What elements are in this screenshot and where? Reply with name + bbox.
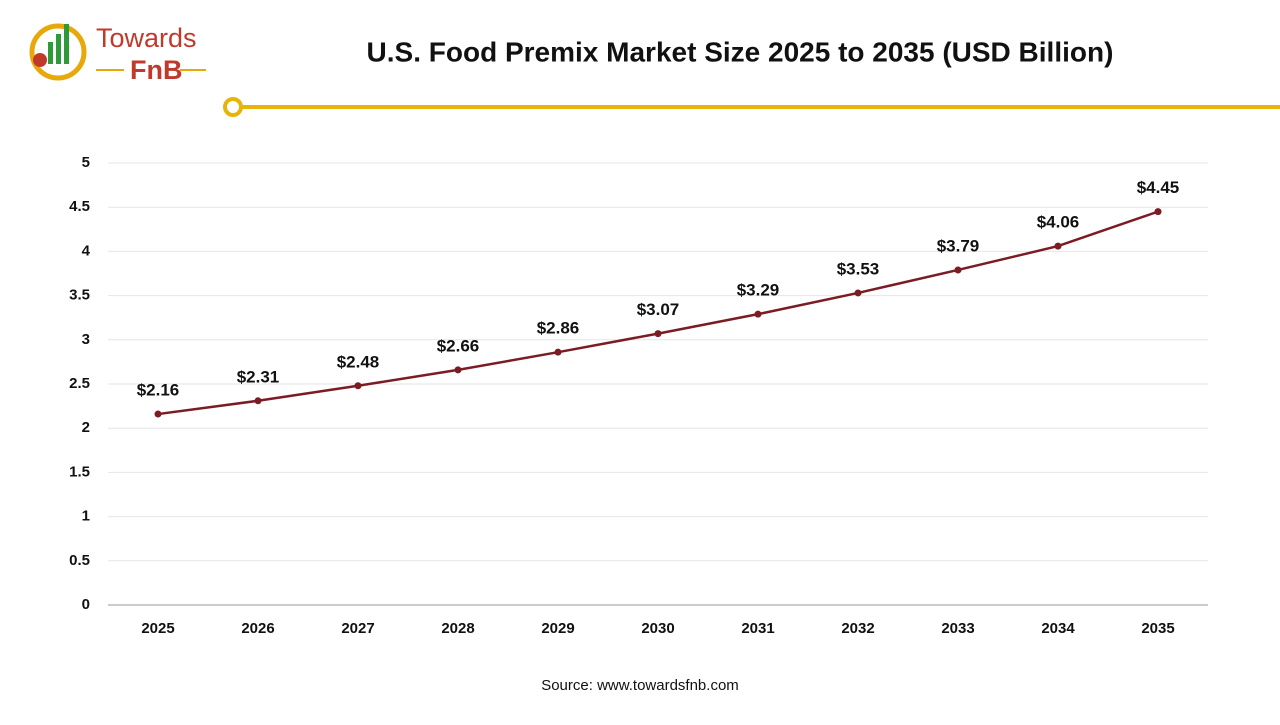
marker <box>454 366 462 374</box>
marker <box>854 289 862 297</box>
y-tick-label: 0.5 <box>69 552 90 569</box>
y-tick-label: 1 <box>82 508 90 525</box>
marker <box>154 410 162 418</box>
y-tick-label: 2 <box>82 419 90 436</box>
x-tick-label: 2025 <box>141 620 174 637</box>
logo-bar <box>64 24 69 64</box>
value-label: $4.06 <box>1037 213 1080 232</box>
logo-text: FnB <box>130 55 182 85</box>
value-label: $3.79 <box>937 236 980 255</box>
y-tick-label: 2.5 <box>69 375 90 392</box>
y-tick-label: 3.5 <box>69 287 90 304</box>
logo-text: Towards <box>96 23 197 53</box>
value-label: $3.29 <box>737 281 780 300</box>
source: Source: www.towardsfnb.com <box>541 677 739 694</box>
marker <box>554 348 562 356</box>
divider-knob <box>223 97 243 117</box>
value-label: $2.48 <box>337 352 380 371</box>
value-label: $4.45 <box>1137 178 1180 197</box>
x-tick-label: 2027 <box>341 620 374 637</box>
x-tick-label: 2035 <box>1141 620 1174 637</box>
logo-ring <box>29 23 87 81</box>
logo: Towards FnB <box>29 23 206 85</box>
logo-bar <box>48 42 53 64</box>
x-tick-label: 2032 <box>841 620 874 637</box>
y-tick-label: 5 <box>82 154 90 171</box>
logo-bar <box>56 34 61 64</box>
marker <box>1154 208 1162 216</box>
value-label: $2.86 <box>537 319 580 338</box>
x-tick-label: 2030 <box>641 620 674 637</box>
marker <box>1054 242 1062 250</box>
x-tick-label: 2033 <box>941 620 974 637</box>
x-tick-label: 2031 <box>741 620 774 637</box>
marker <box>954 266 962 274</box>
y-tick-label: 1.5 <box>69 463 90 480</box>
x-tick-label: 2028 <box>441 620 474 637</box>
logo-dot <box>33 53 47 67</box>
value-label: $2.16 <box>137 381 180 400</box>
value-label: $3.07 <box>637 300 680 319</box>
y-tick-label: 4.5 <box>69 198 90 215</box>
marker <box>654 330 662 338</box>
y-tick-label: 0 <box>82 596 90 613</box>
value-label: $2.31 <box>237 367 280 386</box>
y-tick-label: 4 <box>82 242 91 259</box>
y-tick-label: 3 <box>82 331 90 348</box>
marker <box>354 382 362 390</box>
chart-title: U.S. Food Premix Market Size 2025 to 203… <box>367 36 1114 67</box>
value-label: $3.53 <box>837 259 880 278</box>
x-tick-label: 2034 <box>1041 620 1075 637</box>
x-tick-label: 2029 <box>541 620 574 637</box>
value-label: $2.66 <box>437 336 480 355</box>
marker <box>754 310 762 318</box>
x-tick-label: 2026 <box>241 620 274 637</box>
marker <box>254 397 262 405</box>
